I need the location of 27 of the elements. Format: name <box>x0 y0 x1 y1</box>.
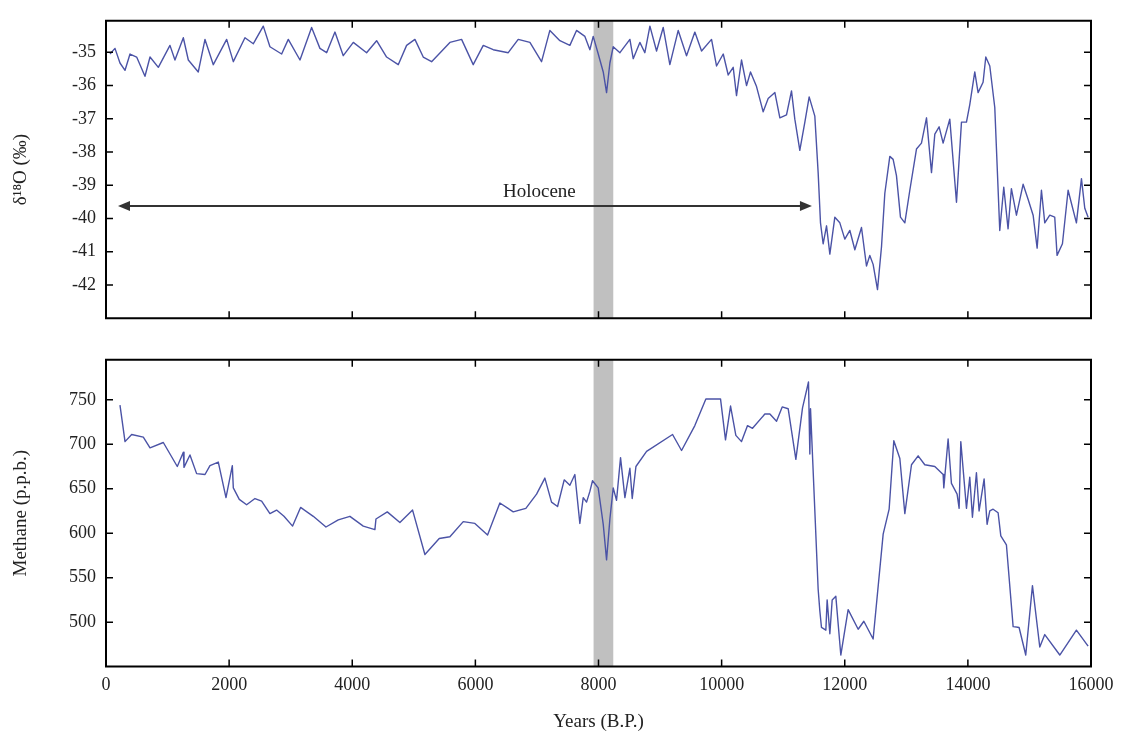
y-tick-label: 700 <box>69 433 96 454</box>
x-tick-label: 6000 <box>457 674 494 695</box>
x-tick-label: 12000 <box>822 674 868 695</box>
x-axis-title: Years (B.P.) <box>553 709 644 732</box>
x-tick-label: 4000 <box>334 674 371 695</box>
y-tick-label: 550 <box>69 566 96 587</box>
y-tick-label: -42 <box>72 273 96 294</box>
y-axis-title: Methane (p.p.b.) <box>9 449 32 577</box>
y-tick-label: -36 <box>72 74 96 95</box>
y-tick-label: -39 <box>72 174 96 195</box>
y-tick-label: 750 <box>69 388 96 409</box>
y-tick-label: -35 <box>72 41 96 62</box>
y-tick-label: -40 <box>72 207 96 228</box>
x-tick-label: 0 <box>101 674 111 695</box>
x-tick-label: 2000 <box>211 674 248 695</box>
x-tick-label: 8000 <box>580 674 617 695</box>
y-tick-label: 500 <box>69 610 96 631</box>
annotation: Holocene <box>502 179 576 201</box>
y-axis-title: δ¹⁸O (‰) <box>9 133 32 206</box>
y-tick-label: -37 <box>72 107 96 128</box>
x-tick-label: 14000 <box>945 674 991 695</box>
y-tick-label: 600 <box>69 521 96 542</box>
y-tick-label: -38 <box>72 140 96 161</box>
x-tick-label: 10000 <box>699 674 745 695</box>
y-tick-label: 650 <box>69 477 96 498</box>
x-tick-label: 16000 <box>1068 674 1114 695</box>
y-tick-label: -41 <box>72 240 96 261</box>
